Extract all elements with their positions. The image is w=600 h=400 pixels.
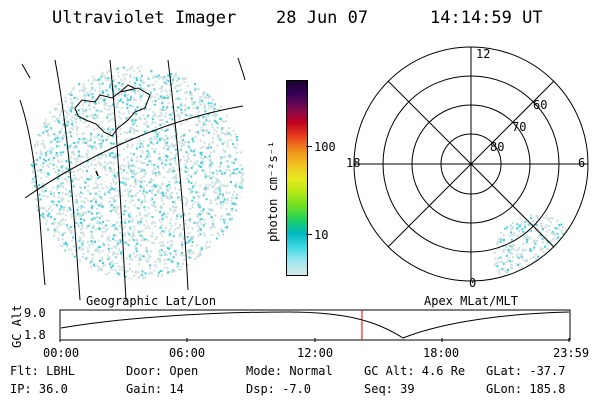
mlt-label-0: 0 — [469, 276, 477, 290]
colorbar — [286, 80, 308, 276]
altitude-plot — [59, 309, 571, 342]
polar-plot — [353, 46, 589, 282]
apex-label: Apex MLat/MLT — [424, 294, 518, 308]
altitude-ytick-1.8: 1.8 — [24, 328, 46, 342]
date-label: 28 Jun 07 — [276, 8, 369, 28]
altitude-curve — [60, 311, 570, 339]
longitude-line — [237, 57, 246, 81]
colorbar-tick-10: 10 — [314, 228, 329, 242]
longitude-line — [109, 59, 127, 300]
altitude-xtick: 23:59 — [553, 346, 590, 360]
coastline — [95, 170, 99, 177]
altitude-ytick-9: 9.0 — [24, 306, 46, 320]
colorbar-tick-100: 100 — [314, 140, 336, 154]
lat-label-80: 80 — [490, 140, 505, 154]
colorbar-label: photon cm⁻²s⁻¹ — [266, 140, 280, 242]
geographic-label: Geographic Lat/Lon — [86, 294, 217, 308]
info-gain: Gain: 14 — [126, 382, 184, 396]
coastline — [119, 84, 135, 93]
altitude-xtick: 00:00 — [43, 346, 80, 360]
altitude-ylabel: GC Alt — [10, 304, 24, 348]
altitude-xtick: 12:00 — [297, 346, 334, 360]
info-seq: Seq: 39 — [364, 382, 415, 396]
info-ip: IP: 36.0 — [10, 382, 68, 396]
longitude-line — [19, 99, 46, 286]
info-flt: Flt: LBHL — [10, 364, 76, 378]
longitude-line — [167, 59, 189, 291]
app-title: Ultraviolet Imager — [52, 8, 237, 28]
longitude-line — [21, 63, 31, 79]
lat-label-60: 60 — [533, 98, 548, 112]
coastline — [74, 87, 151, 137]
altitude-xtick: 18:00 — [423, 346, 460, 360]
mlt-label-18: 18 — [346, 156, 361, 170]
time-label: 14:14:59 UT — [430, 8, 543, 28]
altitude-xtick: 06:00 — [169, 346, 206, 360]
lat-label-70: 70 — [512, 120, 527, 134]
longitude-line — [54, 59, 81, 300]
mlt-label-6: 6 — [578, 156, 586, 170]
info-dsp: Dsp: -7.0 — [246, 382, 312, 396]
info-door: Door: Open — [126, 364, 199, 378]
info-gcalt: GC Alt: 4.6 Re — [364, 364, 466, 378]
info-mode: Mode: Normal — [246, 364, 333, 378]
uv-speckle-patch — [493, 214, 578, 281]
info-glon: GLon: 185.8 — [486, 382, 566, 396]
latitude-line — [24, 105, 244, 199]
uv-speckle-disk — [30, 65, 244, 279]
mlt-label-12: 12 — [476, 47, 491, 61]
info-glat: GLat: -37.7 — [486, 364, 566, 378]
geographic-image — [19, 57, 246, 300]
